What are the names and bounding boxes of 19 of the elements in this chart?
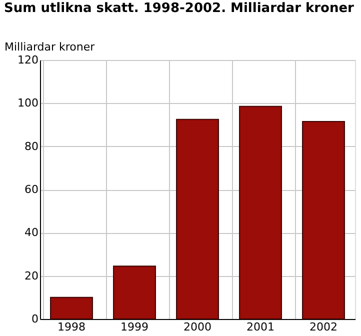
y-tick-label: 100 — [18, 96, 38, 110]
y-tick-label: 40 — [24, 226, 38, 240]
x-tick-label: 1998 — [58, 320, 86, 334]
bar — [239, 106, 282, 320]
y-tick-label: 20 — [24, 269, 38, 282]
x-tick-label: 2002 — [310, 320, 338, 334]
bar — [302, 121, 345, 320]
y-tick-label: 80 — [24, 140, 38, 153]
bar — [176, 118, 219, 320]
y-tick-label: 120 — [18, 54, 38, 66]
x-tick-label: 2001 — [246, 320, 274, 334]
x-tick-label: 1999 — [120, 320, 148, 334]
y-tick-label: 0 — [32, 312, 38, 326]
bar — [50, 296, 93, 320]
y-axis-title: Milliardar kroner — [4, 40, 96, 54]
bar — [113, 266, 156, 320]
x-tick-label: 2000 — [184, 320, 212, 334]
chart-title: Sum utlikna skatt. 1998-2002. Milliardar kroner — [4, 1, 355, 16]
y-tick-label: 60 — [24, 183, 38, 196]
